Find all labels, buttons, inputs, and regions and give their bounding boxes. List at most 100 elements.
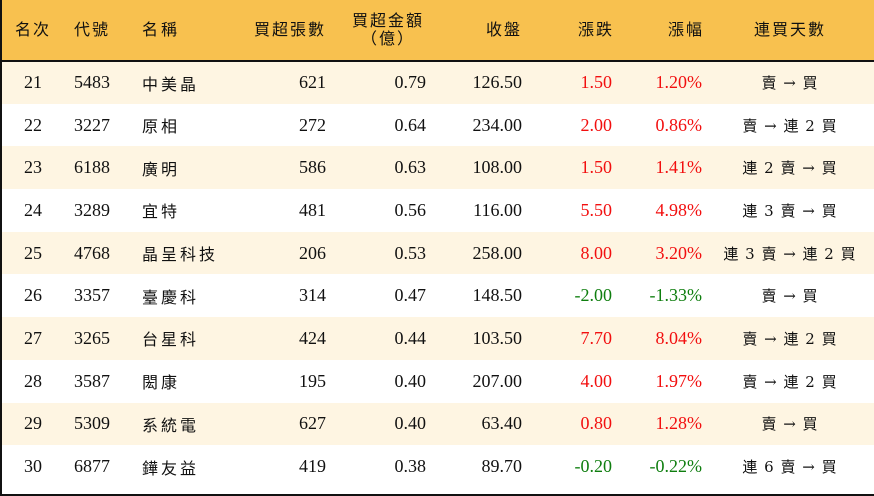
net-buy-lots-cell: 314 bbox=[299, 285, 326, 306]
stock-name-cell: 中美晶 bbox=[142, 74, 200, 94]
price-change-cell: 0.80 bbox=[580, 413, 613, 434]
stock-name-cell: 臺慶科 bbox=[142, 287, 200, 307]
rank-cell: 23 bbox=[24, 157, 42, 178]
change-percent-cell: 0.86% bbox=[655, 114, 703, 135]
buy-streak-cell: 連 2 賣 → 買 bbox=[742, 159, 838, 178]
rank-cell: 27 bbox=[24, 327, 42, 348]
buy-streak-cell: 賣 → 買 bbox=[761, 415, 819, 434]
net-buy-lots-cell: 419 bbox=[299, 456, 326, 477]
net-buy-amount-cell: 0.64 bbox=[394, 114, 427, 135]
close-price-cell: 258.00 bbox=[472, 242, 523, 263]
close-price-cell: 207.00 bbox=[472, 370, 523, 391]
rank-cell: 25 bbox=[24, 242, 42, 263]
table-row: 21 5483 中美晶 621 0.79 126.50 1.50 1.20% 賣… bbox=[2, 61, 874, 104]
change-percent-cell: -0.22% bbox=[649, 456, 703, 477]
stock-code-cell: 3587 bbox=[74, 370, 110, 391]
table-row: 26 3357 臺慶科 314 0.47 148.50 -2.00 -1.33%… bbox=[2, 274, 874, 318]
price-change-cell: -0.20 bbox=[574, 456, 613, 477]
rank-cell: 22 bbox=[24, 114, 42, 135]
rank-cell: 21 bbox=[24, 72, 42, 93]
header-net-buy-amount: 買超金額 （億） bbox=[326, 0, 426, 61]
buy-streak-cell: 賣 → 連 2 買 bbox=[742, 372, 838, 391]
header-buy-streak: 連買天數 bbox=[753, 20, 826, 39]
close-price-cell: 108.00 bbox=[472, 157, 523, 178]
header-close: 收盤 bbox=[485, 20, 522, 39]
table-row: 28 3587 閎康 195 0.40 207.00 4.00 1.97% 賣 … bbox=[2, 359, 874, 403]
net-buy-lots-cell: 272 bbox=[299, 114, 326, 135]
buy-streak-cell: 賣 → 買 bbox=[761, 74, 819, 93]
net-buy-amount-cell: 0.38 bbox=[394, 456, 427, 477]
net-buy-lots-cell: 621 bbox=[299, 72, 326, 93]
header-rank: 名次 bbox=[14, 20, 51, 39]
close-price-cell: 63.40 bbox=[481, 413, 523, 434]
price-change-cell: -2.00 bbox=[574, 285, 613, 306]
price-change-cell: 8.00 bbox=[580, 242, 613, 263]
change-percent-cell: 1.28% bbox=[655, 413, 703, 434]
buy-streak-cell: 賣 → 連 2 買 bbox=[742, 329, 838, 348]
header-change-pct: 漲幅 bbox=[667, 20, 704, 39]
stock-code-cell: 3227 bbox=[74, 114, 110, 135]
close-price-cell: 116.00 bbox=[473, 199, 522, 220]
close-price-cell: 148.50 bbox=[472, 285, 523, 306]
rank-cell: 30 bbox=[24, 456, 42, 477]
net-buy-amount-cell: 0.40 bbox=[394, 413, 427, 434]
net-buy-amount-cell: 0.56 bbox=[394, 199, 427, 220]
buy-streak-cell: 連 6 賣 → 買 bbox=[742, 458, 838, 477]
net-buy-lots-cell: 627 bbox=[299, 413, 326, 434]
price-change-cell: 1.50 bbox=[580, 157, 613, 178]
buy-streak-cell: 賣 → 買 bbox=[761, 287, 819, 306]
close-price-cell: 89.70 bbox=[481, 456, 523, 477]
stock-code-cell: 3265 bbox=[74, 327, 110, 348]
stock-name-cell: 原相 bbox=[142, 117, 181, 137]
close-price-cell: 126.50 bbox=[472, 72, 523, 93]
change-percent-cell: 1.20% bbox=[655, 72, 703, 93]
stock-code-cell: 6877 bbox=[74, 456, 110, 477]
net-buy-amount-cell: 0.47 bbox=[394, 285, 427, 306]
price-change-cell: 5.50 bbox=[580, 199, 613, 220]
stock-name-cell: 鏵友益 bbox=[142, 458, 200, 478]
change-percent-cell: 1.41% bbox=[655, 157, 703, 178]
header-change: 漲跌 bbox=[577, 20, 614, 39]
net-buy-amount-cell: 0.53 bbox=[394, 242, 427, 263]
table-row: 25 4768 晶呈科技 206 0.53 258.00 8.00 3.20% … bbox=[2, 231, 874, 275]
net-buy-amount-cell: 0.63 bbox=[394, 157, 427, 178]
header-code: 代號 bbox=[74, 20, 111, 39]
change-percent-cell: 3.20% bbox=[655, 242, 703, 263]
header-net-buy-amount-line1: 買超金額 bbox=[351, 11, 424, 30]
stock-name-cell: 晶呈科技 bbox=[142, 245, 219, 265]
stock-name-cell: 台星科 bbox=[142, 330, 200, 350]
net-buy-lots-cell: 481 bbox=[299, 199, 326, 220]
table-row: 23 6188 廣明 586 0.63 108.00 1.50 1.41% 連 … bbox=[2, 146, 874, 190]
net-buy-amount-cell: 0.40 bbox=[394, 370, 427, 391]
net-buy-lots-cell: 586 bbox=[299, 157, 326, 178]
stock-code-cell: 3289 bbox=[74, 199, 110, 220]
stock-code-cell: 5309 bbox=[74, 413, 110, 434]
close-price-cell: 234.00 bbox=[472, 114, 523, 135]
stock-name-cell: 閎康 bbox=[142, 373, 181, 393]
stock-code-cell: 3357 bbox=[74, 285, 110, 306]
buy-streak-cell: 連 3 賣 → 連 2 買 bbox=[723, 244, 857, 263]
buy-streak-cell: 賣 → 連 2 買 bbox=[742, 116, 838, 135]
price-change-cell: 2.00 bbox=[580, 114, 613, 135]
stock-name-cell: 廣明 bbox=[142, 159, 181, 179]
stock-code-cell: 6188 bbox=[74, 157, 110, 178]
net-buy-lots-cell: 195 bbox=[299, 370, 326, 391]
buy-streak-cell: 連 3 賣 → 買 bbox=[742, 201, 838, 220]
table-row: 29 5309 系統電 627 0.40 63.40 0.80 1.28% 賣 … bbox=[2, 402, 874, 446]
net-buy-lots-cell: 206 bbox=[299, 242, 326, 263]
price-change-cell: 1.50 bbox=[580, 72, 613, 93]
change-percent-cell: 4.98% bbox=[655, 199, 703, 220]
header-name: 名稱 bbox=[142, 20, 181, 39]
table-row: 30 6877 鏵友益 419 0.38 89.70 -0.20 -0.22% … bbox=[2, 445, 874, 488]
net-buy-lots-cell: 424 bbox=[299, 327, 326, 348]
change-percent-cell: -1.33% bbox=[649, 285, 703, 306]
table-row: 22 3227 原相 272 0.64 234.00 2.00 0.86% 賣 … bbox=[2, 103, 874, 147]
rank-cell: 26 bbox=[24, 285, 42, 306]
change-percent-cell: 1.97% bbox=[655, 370, 703, 391]
close-price-cell: 103.50 bbox=[472, 327, 523, 348]
rank-cell: 29 bbox=[24, 413, 42, 434]
price-change-cell: 7.70 bbox=[580, 327, 613, 348]
table-row: 27 3265 台星科 424 0.44 103.50 7.70 8.04% 賣… bbox=[2, 317, 874, 360]
